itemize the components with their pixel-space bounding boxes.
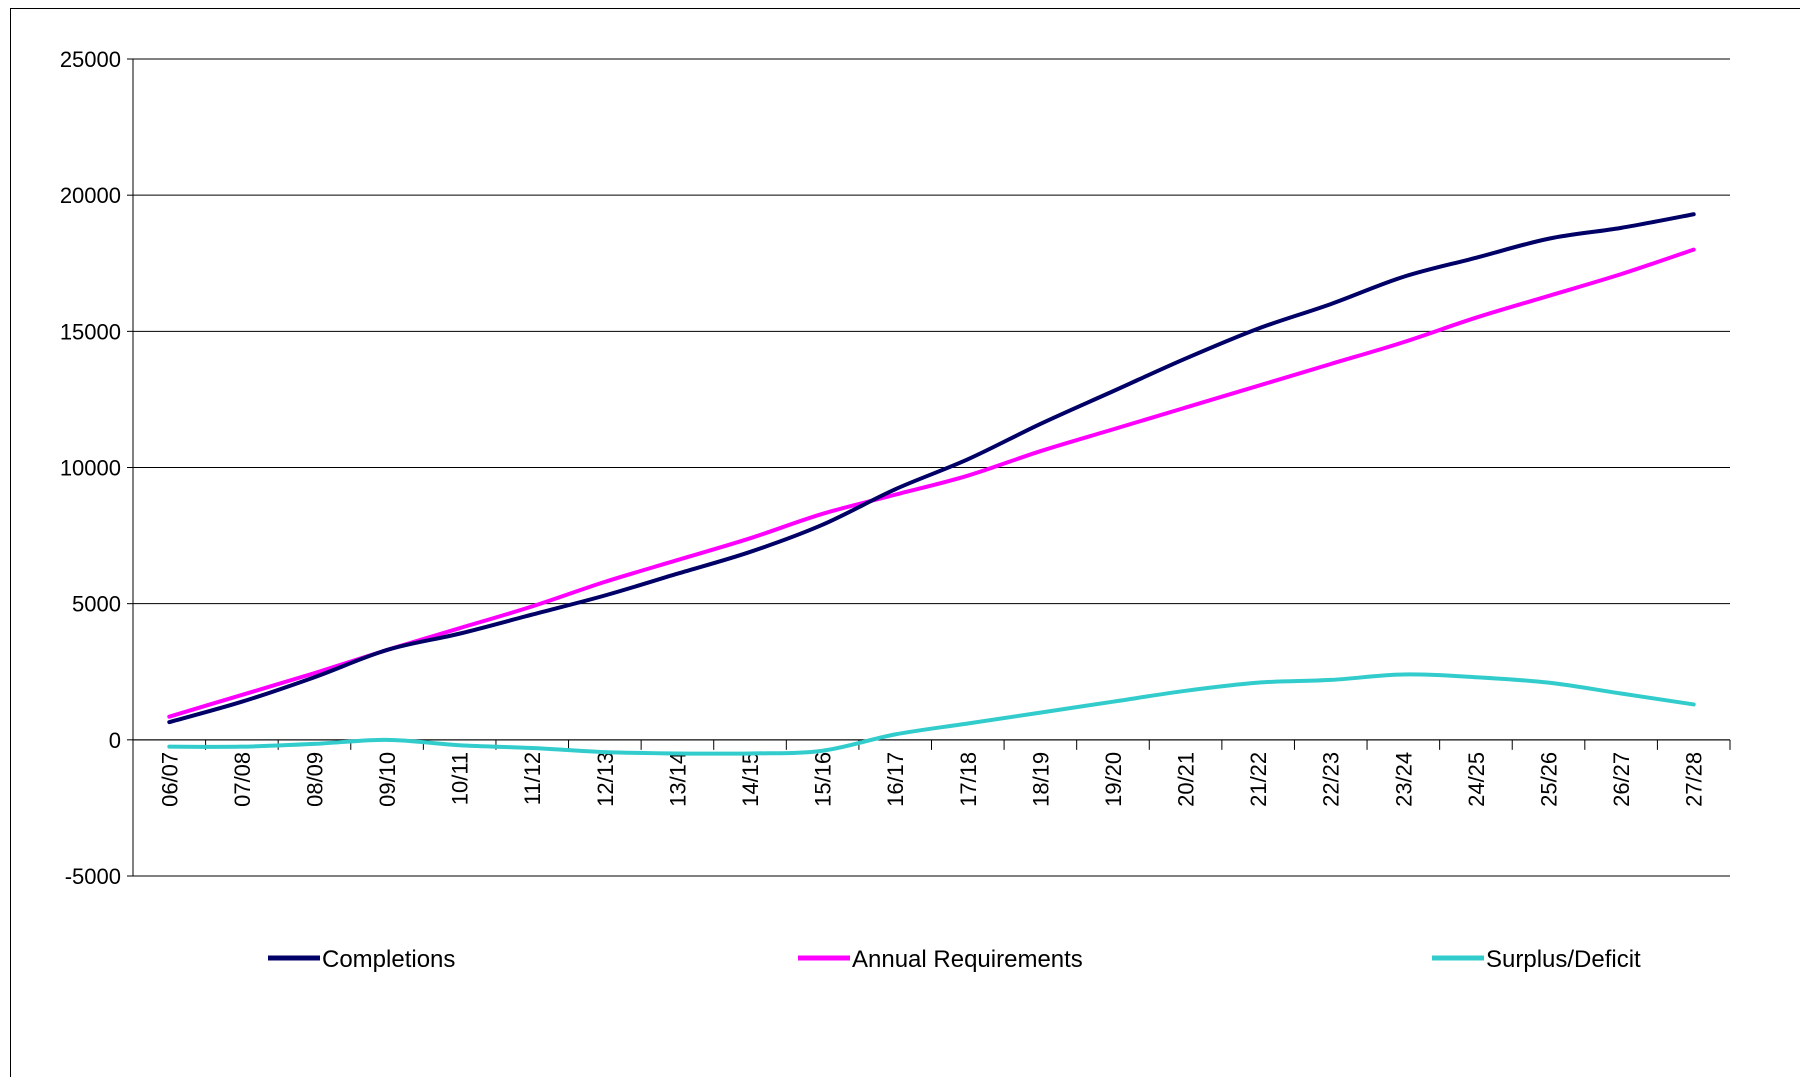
legend-label: Annual Requirements <box>852 946 1083 973</box>
legend: Completions Annual Requirements Surplus/De… <box>268 946 1641 973</box>
x-tick-label: 20/21 <box>1174 752 1199 807</box>
series-line-completions <box>167 212 1696 725</box>
y-tick-label: 5000 <box>72 592 121 617</box>
legend-item-surplus-deficit: Surplus/Deficit <box>1432 946 1641 973</box>
legend-item-annual-requirements: Annual Requirements <box>798 946 1083 973</box>
x-tick-label: 22/23 <box>1319 752 1344 807</box>
legend-label: Completions <box>322 946 455 973</box>
x-tick-label: 07/08 <box>230 752 255 807</box>
x-tick-label: 15/16 <box>811 752 836 807</box>
y-tick-label: 15000 <box>60 319 121 344</box>
x-tick-label: 13/14 <box>665 752 690 807</box>
x-tick-label: 11/12 <box>520 752 545 805</box>
x-tick-label: 08/09 <box>302 752 327 807</box>
legend-item-completions: Completions <box>268 946 455 973</box>
y-tick-label: 20000 <box>60 183 121 208</box>
x-tick-label: 12/13 <box>593 752 618 807</box>
x-tick-label: 09/10 <box>375 752 400 807</box>
x-tick-label: 23/24 <box>1391 752 1416 807</box>
y-tick-label: -5000 <box>65 864 121 889</box>
series-lines <box>167 212 1696 756</box>
x-tick-label: 21/22 <box>1246 752 1271 807</box>
x-tick-label: 27/28 <box>1682 752 1707 807</box>
x-tick-label: 18/19 <box>1028 752 1053 807</box>
series-line-surplus-deficit <box>167 672 1696 756</box>
x-tick-label: 17/18 <box>956 752 981 807</box>
chart-frame <box>10 8 1800 1077</box>
x-tick-label: 19/20 <box>1101 752 1126 807</box>
series-line-annual-requirements <box>167 247 1696 719</box>
x-tick-label: 16/17 <box>883 752 908 807</box>
x-tick-labels: 06/07 07/08 08/09 09/10 10/11 11/12 12/13 13/14… <box>157 752 1706 807</box>
x-tick-label: 06/07 <box>157 752 182 807</box>
gridlines <box>133 58 1730 877</box>
x-tick-label: 26/27 <box>1609 752 1634 807</box>
y-tick-labels: -5000 0 5000 10000 15000 20000 25000 <box>60 47 121 889</box>
x-tick-label: 14/15 <box>738 752 763 807</box>
y-tick-label: 0 <box>109 728 121 753</box>
x-tick-label: 10/11 <box>448 752 473 805</box>
legend-label: Surplus/Deficit <box>1486 946 1641 973</box>
y-tick-label: 10000 <box>60 456 121 481</box>
x-tick-label: 25/26 <box>1537 752 1562 807</box>
y-tick-label: 25000 <box>60 47 121 72</box>
x-tick-label: 24/25 <box>1464 752 1489 807</box>
